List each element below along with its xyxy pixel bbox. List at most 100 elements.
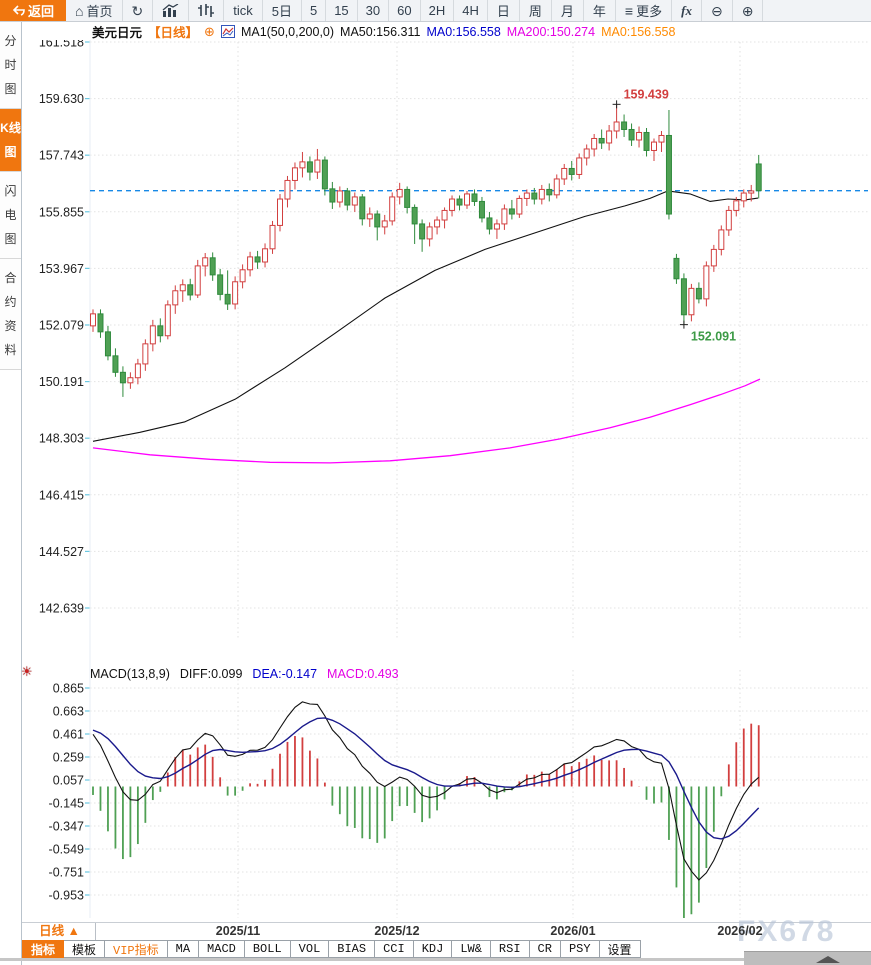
indicator-settings-icon[interactable]: ☀ [21, 664, 33, 679]
interval-5min-button[interactable]: 5 [302, 0, 327, 21]
price-axis-label: 142.639 [39, 602, 84, 616]
tab-vip-indicators[interactable]: VIP指标 [105, 940, 168, 958]
price-axis-label: 157.743 [39, 149, 84, 163]
tab-settings[interactable]: 设置 [599, 940, 641, 958]
back-button[interactable]: 返回 [0, 0, 67, 21]
home-button[interactable]: ⌂ 首页 [66, 0, 123, 21]
ma50-line [92, 190, 759, 442]
candle-up [606, 130, 613, 144]
home-label: 首页 [86, 4, 113, 19]
more-button[interactable]: ≡ 更多 [616, 0, 673, 21]
candle-down [486, 217, 493, 230]
formula-fx-button[interactable]: fx [672, 0, 702, 21]
candle-up [703, 265, 710, 300]
interval-month-button[interactable]: 月 [552, 0, 584, 21]
tab-bias[interactable]: BIAS [329, 940, 376, 958]
price-axis-label: 155.855 [39, 205, 84, 219]
interval-year-button[interactable]: 年 [584, 0, 616, 21]
time-label-2025-11: 2025/11 [215, 924, 261, 938]
candle-down [97, 313, 104, 333]
interval-5day-button[interactable]: 5日 [263, 0, 302, 21]
period-selector-button[interactable]: 日线 ▲ [24, 923, 96, 941]
tab-cci[interactable]: CCI [375, 940, 414, 958]
interval-2h-button[interactable]: 2H [421, 0, 455, 21]
candle-down [209, 257, 216, 276]
interval-30min-button[interactable]: 30 [358, 0, 390, 21]
candle-up [142, 343, 149, 365]
tab-templates[interactable]: 模板 [64, 940, 106, 958]
interval-tick-button[interactable]: tick [224, 0, 263, 21]
candle-up [493, 223, 500, 230]
candle-down [404, 188, 411, 208]
candlestick-view-button[interactable] [189, 0, 225, 21]
candle-up [553, 178, 560, 196]
candle-up [172, 290, 179, 306]
zoom-out-button[interactable]: ⊖ [702, 0, 733, 21]
interval-4h-button[interactable]: 4H [454, 0, 488, 21]
sidebar-tab-lightning[interactable]: 闪电图 [0, 172, 21, 259]
tab-lw[interactable]: LW& [452, 940, 491, 958]
candle-up [733, 200, 740, 211]
time-label-2026-02: 2026/02 [717, 924, 763, 938]
candle-up [269, 224, 276, 250]
candle-up [202, 257, 209, 267]
tick-label: tick [233, 3, 253, 18]
tab-macd[interactable]: MACD [199, 940, 245, 958]
interval-15min-button[interactable]: 15 [326, 0, 358, 21]
candle-down [104, 331, 111, 357]
candle-up [740, 192, 747, 202]
candle-down [306, 161, 313, 173]
candle-up [651, 141, 657, 151]
candle-down [344, 190, 351, 206]
candle-down [478, 200, 485, 219]
candle-up [583, 148, 590, 159]
candle-up [284, 179, 291, 200]
candle-up [381, 220, 388, 228]
macd-axis-label: 0.057 [53, 774, 84, 788]
interval-60min-button[interactable]: 60 [389, 0, 421, 21]
candle-up [613, 121, 620, 132]
candlestick-icon [198, 4, 215, 17]
min15-label: 15 [334, 3, 349, 18]
ma200-value: MA200:150.274 [506, 24, 596, 39]
macd-axis-label: 0.663 [53, 705, 84, 719]
price-axis-label: 153.967 [39, 262, 84, 276]
candle-up [591, 137, 598, 150]
sidebar-tab-contract-info[interactable]: 合约资料 [0, 259, 21, 370]
candlestick-macd-chart[interactable]: 161.518 159.630 157.743 155.855 153.967 152.0… [22, 40, 871, 922]
zoom-in-button[interactable]: ⊕ [733, 0, 764, 21]
sidebar-tab-kline[interactable]: K线图 [0, 109, 21, 172]
candle-down [359, 196, 366, 220]
sidebar-tab-timeline[interactable]: 分时图 [0, 22, 21, 109]
bar-chart-button[interactable] [153, 0, 190, 21]
month-label: 月 [560, 4, 574, 19]
candle-down [471, 193, 478, 202]
tab-boll[interactable]: BOLL [244, 940, 291, 958]
tab-rsi[interactable]: RSI [490, 940, 530, 958]
candle-down [157, 325, 164, 337]
tab-indicators[interactable]: 指标 [22, 940, 65, 958]
candle-up [127, 377, 134, 384]
expand-up-icon [816, 956, 840, 963]
back-arrow-icon [12, 4, 25, 16]
candle-down [456, 198, 463, 206]
add-indicator-icon[interactable]: ⊕ [204, 23, 215, 39]
interval-day-button[interactable]: 日 [488, 0, 520, 21]
refresh-button[interactable]: ↻ [123, 0, 154, 21]
period-label: 【日线】 [148, 26, 199, 40]
interval-week-button[interactable]: 周 [520, 0, 552, 21]
five-day-label: 5日 [271, 4, 292, 19]
tab-vol[interactable]: VOL [290, 940, 330, 958]
ma0-orange-value: MA0:156.558 [601, 24, 676, 39]
collapse-panel-handle[interactable] [744, 951, 871, 965]
tab-kdj[interactable]: KDJ [413, 940, 453, 958]
tab-cr[interactable]: CR [529, 940, 561, 958]
candle-up [366, 213, 373, 220]
zoom-out-icon: ⊖ [710, 2, 723, 19]
tab-psy[interactable]: PSY [560, 940, 600, 958]
macd-axis-label: 0.259 [53, 751, 84, 765]
candle-up [299, 161, 306, 169]
candle-down [224, 293, 231, 305]
tab-ma[interactable]: MA [167, 940, 200, 958]
